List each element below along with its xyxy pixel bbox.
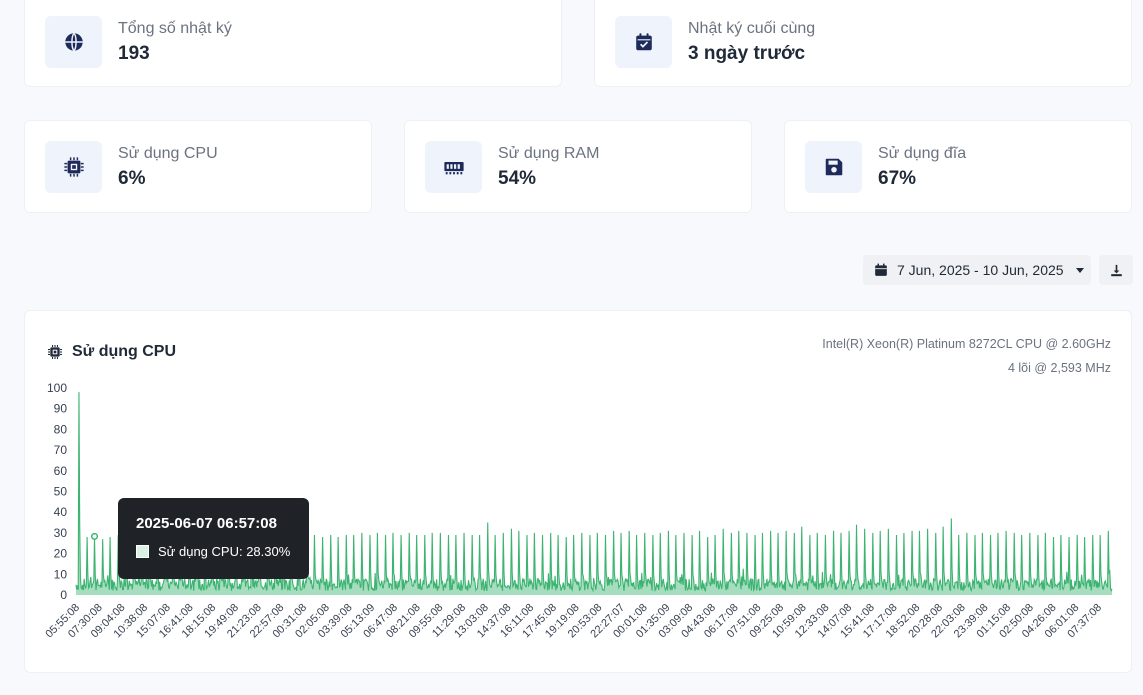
- calendar-icon: [875, 263, 887, 276]
- total-logs-card: Tổng số nhật ký 193: [24, 0, 562, 87]
- date-range-picker[interactable]: 7 Jun, 2025 - 10 Jun, 2025: [863, 255, 1091, 285]
- ram-usage-card: Sử dụng RAM 54%: [404, 120, 752, 213]
- cpu-icon: [45, 141, 102, 193]
- ram-usage-value: 54%: [498, 168, 537, 189]
- cpu-icon: [48, 345, 62, 359]
- chart-title: Sử dụng CPU: [47, 343, 176, 361]
- chart-tooltip: 2025-06-07 06:57:08 Sử dụng CPU: 28.30%: [118, 498, 309, 579]
- memory-icon: [425, 141, 482, 193]
- caret-down-icon: [1075, 268, 1084, 273]
- ram-usage-label: Sử dụng RAM: [498, 145, 600, 162]
- disk-usage-card: Sử dụng đĩa 67%: [784, 120, 1132, 213]
- chart-title-text: Sử dụng CPU: [72, 343, 177, 360]
- cpu-usage-value: 6%: [118, 168, 146, 189]
- date-range-text: 7 Jun, 2025 - 10 Jun, 2025: [897, 262, 1064, 278]
- total-logs-value: 193: [118, 43, 150, 64]
- total-logs-label: Tổng số nhật ký: [118, 20, 232, 37]
- floppy-disk-icon: [805, 141, 862, 193]
- disk-usage-value: 67%: [878, 168, 917, 189]
- cpu-cores: 4 lõi @ 2,593 MHz: [1007, 361, 1111, 375]
- cpu-model: Intel(R) Xeon(R) Platinum 8272CL CPU @ 2…: [822, 337, 1111, 351]
- cpu-usage-label: Sử dụng CPU: [118, 145, 218, 162]
- last-log-value: 3 ngày trước: [688, 43, 806, 64]
- tooltip-row: Sử dụng CPU: 28.30%: [136, 544, 290, 559]
- cpu-usage-card: Sử dụng CPU 6%: [24, 120, 372, 213]
- last-log-card: Nhật ký cuối cùng 3 ngày trước: [594, 0, 1132, 87]
- tooltip-value: Sử dụng CPU: 28.30%: [158, 544, 291, 559]
- download-icon: [1110, 264, 1122, 276]
- download-button[interactable]: [1099, 255, 1133, 285]
- tooltip-swatch: [136, 545, 149, 558]
- last-log-label: Nhật ký cuối cùng: [688, 20, 816, 37]
- disk-usage-label: Sử dụng đĩa: [878, 145, 967, 162]
- globe-icon: [45, 16, 102, 68]
- cpu-chart-card: Sử dụng CPU Intel(R) Xeon(R) Platinum 82…: [24, 310, 1132, 673]
- calendar-check-icon: [615, 16, 672, 68]
- tooltip-title: 2025-06-07 06:57:08: [136, 515, 277, 532]
